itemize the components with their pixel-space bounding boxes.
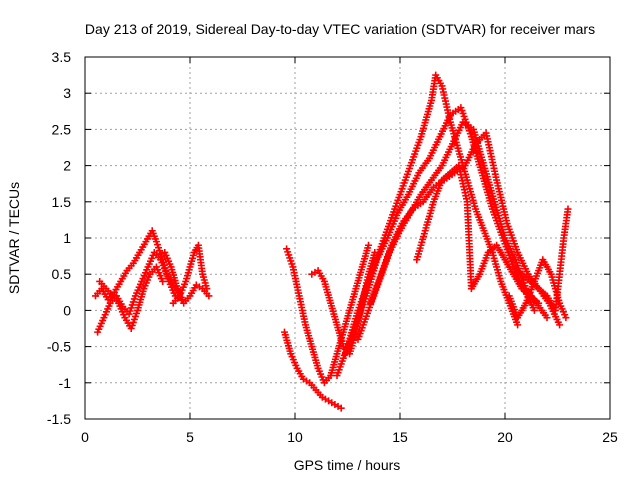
y-tick-label: 2: [63, 158, 71, 174]
grid-lines: [85, 57, 610, 419]
data-point: [514, 321, 522, 329]
series-arc-6: [281, 328, 345, 412]
series-arc-4: [161, 248, 213, 307]
data-point: [365, 241, 372, 249]
data-point: [203, 285, 211, 293]
x-tick-label: 25: [602, 429, 618, 445]
series-arc-2: [94, 248, 183, 336]
data-points: [92, 71, 572, 412]
data-point: [337, 404, 345, 412]
data-point: [543, 314, 551, 322]
y-tick-label: 2.5: [52, 121, 72, 137]
axis-ticks: 0 5 10 15 20 25 -1.5 -1 -0.5 0 0.5 1 1.5 2 2.5 3 3.5: [47, 49, 618, 445]
series-arc-15: [505, 256, 570, 322]
series-arc-14: [509, 205, 572, 314]
x-tick-label: 10: [287, 429, 303, 445]
y-tick-label: 3.5: [52, 49, 72, 65]
y-axis-label: SDTVAR / TECUs: [6, 182, 22, 294]
y-tick-label: 1: [63, 230, 71, 246]
data-point: [535, 299, 543, 307]
y-tick-label: -1: [59, 375, 72, 391]
y-tick-label: -0.5: [47, 339, 71, 355]
chart-title: Day 213 of 2019, Sidereal Day-to-day VTE…: [85, 21, 595, 37]
y-tick-label: 3: [63, 85, 71, 101]
x-tick-label: 0: [81, 429, 89, 445]
series-arc-7: [283, 241, 372, 387]
x-tick-label: 15: [392, 429, 408, 445]
series-arc-5: [169, 241, 211, 307]
x-axis-label: GPS time / hours: [294, 457, 401, 473]
data-point: [562, 314, 570, 322]
data-point: [159, 277, 167, 285]
x-tick-label: 5: [186, 429, 194, 445]
data-point: [205, 292, 213, 300]
x-tick-label: 20: [497, 429, 513, 445]
series-arc-13: [413, 162, 543, 307]
y-tick-label: 1.5: [52, 194, 72, 210]
y-tick-label: -1.5: [47, 411, 71, 427]
data-point: [530, 306, 538, 314]
data-point: [556, 321, 564, 329]
series-arc-3: [96, 263, 167, 332]
y-tick-label: 0.5: [52, 266, 72, 282]
data-point: [564, 205, 572, 213]
y-tick-label: 0: [63, 302, 71, 318]
